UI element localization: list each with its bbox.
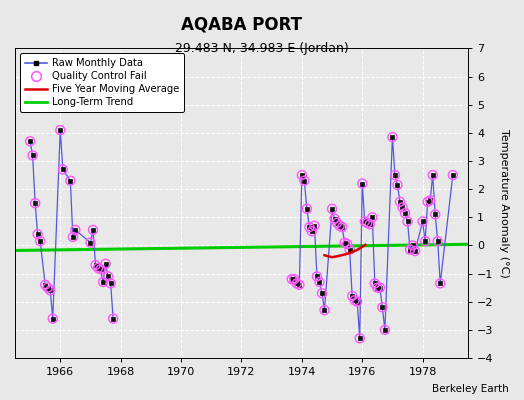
Point bbox=[330, 216, 339, 222]
Point bbox=[106, 280, 115, 287]
Point bbox=[406, 246, 414, 253]
Point bbox=[43, 284, 52, 291]
Point bbox=[26, 138, 34, 144]
Point bbox=[66, 178, 74, 184]
Point bbox=[356, 335, 364, 342]
Point bbox=[358, 180, 366, 187]
Point bbox=[396, 199, 404, 205]
Point bbox=[31, 200, 39, 206]
Point bbox=[353, 298, 362, 305]
Point bbox=[310, 222, 319, 229]
Point bbox=[101, 260, 110, 267]
Point bbox=[320, 307, 329, 313]
Point bbox=[69, 234, 77, 240]
Point bbox=[433, 238, 442, 244]
Point bbox=[91, 262, 100, 268]
Point bbox=[363, 220, 372, 226]
Point bbox=[341, 240, 349, 246]
Point bbox=[99, 279, 107, 285]
Point bbox=[109, 315, 117, 322]
Point bbox=[300, 178, 309, 184]
Point bbox=[36, 238, 45, 244]
Point bbox=[49, 315, 57, 322]
Point bbox=[292, 280, 301, 287]
Point bbox=[381, 327, 389, 333]
Point bbox=[421, 238, 429, 244]
Point bbox=[315, 279, 324, 285]
Point bbox=[401, 210, 409, 216]
Point bbox=[368, 214, 376, 220]
Title: AQABA PORT: AQABA PORT bbox=[181, 15, 302, 33]
Point bbox=[426, 197, 434, 204]
Point bbox=[104, 273, 112, 280]
Point bbox=[345, 246, 354, 253]
Point bbox=[96, 266, 105, 272]
Text: Berkeley Earth: Berkeley Earth bbox=[432, 384, 508, 394]
Point bbox=[423, 199, 432, 205]
Point bbox=[370, 280, 379, 287]
Point bbox=[391, 172, 399, 178]
Point bbox=[398, 204, 407, 211]
Point bbox=[328, 206, 336, 212]
Point bbox=[305, 224, 313, 230]
Point bbox=[338, 224, 346, 230]
Point bbox=[295, 282, 303, 288]
Point bbox=[351, 297, 359, 304]
Point bbox=[436, 280, 444, 287]
Legend: Raw Monthly Data, Quality Control Fail, Five Year Moving Average, Long-Term Tren: Raw Monthly Data, Quality Control Fail, … bbox=[20, 54, 184, 112]
Point bbox=[429, 172, 437, 178]
Point bbox=[56, 127, 64, 133]
Point bbox=[335, 222, 344, 229]
Point bbox=[86, 240, 95, 246]
Point bbox=[431, 211, 440, 218]
Point bbox=[94, 265, 102, 271]
Point bbox=[343, 241, 351, 247]
Point bbox=[348, 293, 356, 299]
Point bbox=[298, 172, 306, 178]
Point bbox=[361, 218, 369, 225]
Point bbox=[411, 248, 419, 254]
Point bbox=[28, 152, 37, 158]
Point bbox=[313, 273, 321, 280]
Point bbox=[290, 276, 299, 282]
Point bbox=[288, 276, 296, 282]
Y-axis label: Temperature Anomaly (°C): Temperature Anomaly (°C) bbox=[499, 129, 509, 278]
Point bbox=[373, 284, 381, 291]
Point bbox=[449, 172, 457, 178]
Point bbox=[46, 287, 54, 294]
Point bbox=[394, 182, 402, 188]
Text: 29.483 N, 34.983 E (Jordan): 29.483 N, 34.983 E (Jordan) bbox=[175, 42, 349, 55]
Point bbox=[333, 220, 341, 226]
Point bbox=[303, 206, 311, 212]
Point bbox=[34, 231, 42, 237]
Point bbox=[408, 242, 417, 249]
Point bbox=[308, 228, 316, 234]
Point bbox=[376, 284, 384, 291]
Point bbox=[388, 134, 397, 140]
Point bbox=[71, 227, 80, 233]
Point bbox=[318, 290, 326, 296]
Point bbox=[419, 218, 427, 225]
Point bbox=[366, 221, 374, 228]
Point bbox=[41, 282, 49, 288]
Point bbox=[378, 304, 387, 310]
Point bbox=[89, 227, 97, 233]
Point bbox=[403, 218, 412, 225]
Point bbox=[59, 166, 67, 173]
